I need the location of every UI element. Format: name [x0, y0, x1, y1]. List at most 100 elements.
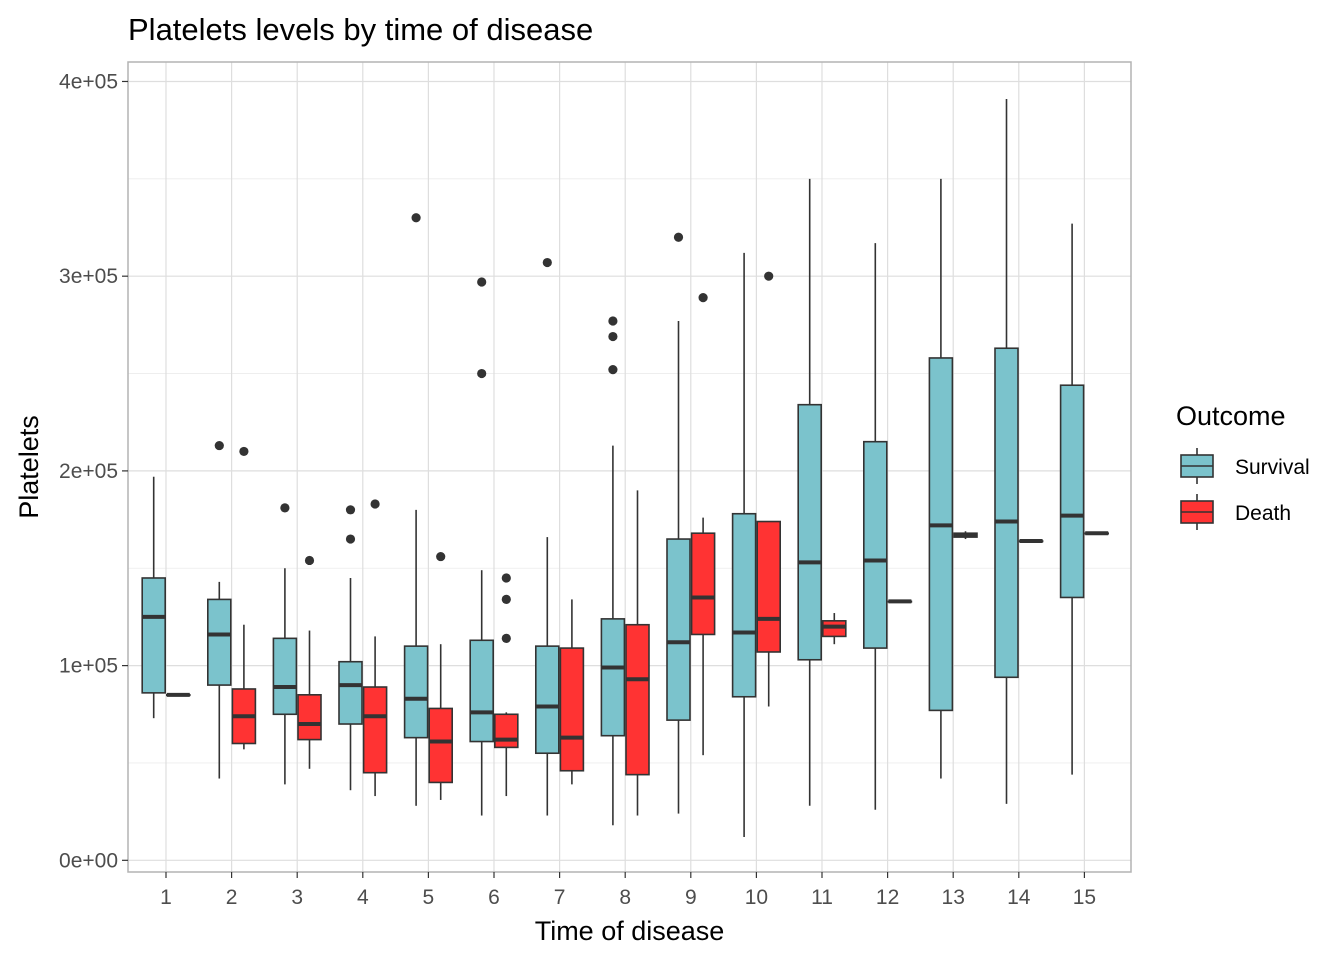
box-survival-9 — [666, 232, 691, 814]
x-axis-ticks: 1 2 3 4 5 6 7 8 9 10 11 12 13 14 15 — [160, 872, 1096, 909]
box-survival-12 — [862, 243, 888, 810]
box-survival-4 — [338, 505, 363, 791]
box-iqr — [297, 694, 322, 741]
box-survival-11 — [797, 178, 823, 806]
x-tick-label: 1 — [160, 886, 172, 909]
x-tick-label: 13 — [942, 886, 965, 909]
x-tick-label: 9 — [685, 886, 697, 909]
y-tick-label: 3e+05 — [59, 265, 118, 288]
x-tick-label: 4 — [357, 886, 369, 909]
box-death-5 — [428, 551, 454, 800]
box-death-14 — [1018, 538, 1044, 543]
outlier-point — [214, 440, 224, 451]
box-death-1 — [166, 692, 191, 697]
box-death-10 — [756, 271, 782, 707]
box-death-13 — [953, 531, 978, 540]
box-iqr — [625, 623, 650, 776]
legend-item-survival: Survival — [1180, 448, 1310, 484]
y-axis-ticks: 0e+00 1e+05 2e+05 3e+05 4e+05 — [59, 70, 128, 872]
box-iqr — [994, 347, 1019, 679]
box-iqr — [207, 598, 232, 686]
box-iqr — [928, 357, 954, 712]
box-survival-8 — [600, 316, 626, 826]
y-tick-label: 1e+05 — [59, 655, 118, 678]
x-tick-label: 11 — [811, 886, 833, 909]
box-iqr — [428, 707, 454, 784]
box-death-2 — [231, 446, 257, 750]
outlier-point — [436, 551, 446, 562]
box-death-15 — [1084, 531, 1109, 536]
box-survival-15 — [1059, 223, 1085, 775]
box-iqr — [338, 660, 363, 725]
x-tick-label: 15 — [1073, 886, 1096, 909]
y-tick-label: 4e+05 — [59, 70, 118, 93]
x-tick-label: 2 — [226, 886, 238, 909]
outlier-point — [673, 232, 684, 242]
box-survival-13 — [928, 178, 954, 779]
box-death-12 — [887, 599, 913, 604]
box-iqr — [559, 647, 585, 772]
x-axis-title: Time of disease — [535, 916, 725, 946]
outlier-point — [501, 594, 511, 605]
legend: Outcome Survival Death — [1176, 401, 1310, 530]
x-tick-label: 8 — [619, 886, 631, 909]
outlier-point — [239, 446, 249, 457]
box-survival-5 — [403, 213, 429, 806]
outlier-point — [345, 505, 356, 515]
chart-title: Platelets levels by time of disease — [128, 12, 593, 47]
box-iqr — [731, 512, 757, 698]
outlier-point — [501, 633, 511, 643]
x-tick-label: 10 — [745, 886, 768, 909]
outlier-point — [477, 277, 487, 287]
x-tick-label: 7 — [554, 886, 566, 909]
legend-label: Death — [1235, 502, 1291, 525]
plot-panel-border — [127, 61, 1132, 873]
outlier-point — [542, 257, 552, 268]
box-death-7 — [559, 599, 585, 785]
legend-label: Survival — [1235, 456, 1310, 479]
box-death-4 — [362, 499, 388, 797]
outlier-point — [280, 503, 290, 513]
box-death-9 — [690, 293, 716, 756]
outlier-point — [345, 534, 356, 544]
box-iqr — [141, 577, 166, 694]
box-series — [141, 98, 1109, 837]
box-death-6 — [493, 573, 519, 797]
box-survival-14 — [994, 98, 1019, 804]
box-iqr — [666, 538, 691, 721]
box-iqr — [690, 532, 716, 636]
outlier-point — [608, 365, 618, 375]
box-survival-2 — [207, 440, 232, 779]
box-iqr — [493, 713, 519, 749]
box-iqr — [862, 440, 888, 649]
x-tick-label: 3 — [291, 886, 303, 909]
x-tick-label: 5 — [423, 886, 435, 909]
box-survival-10 — [731, 252, 757, 837]
box-iqr — [272, 637, 298, 716]
outlier-point — [764, 271, 774, 281]
legend-title: Outcome — [1176, 401, 1286, 431]
outlier-point — [411, 213, 421, 223]
y-tick-label: 2e+05 — [59, 460, 118, 483]
outlier-point — [698, 293, 708, 303]
outlier-point — [477, 368, 487, 379]
box-death-3 — [297, 555, 322, 769]
box-iqr — [756, 520, 782, 653]
box-iqr — [469, 639, 495, 743]
x-tick-label: 14 — [1007, 886, 1031, 909]
box-iqr — [600, 618, 626, 737]
x-tick-label: 12 — [876, 886, 899, 909]
box-iqr — [534, 645, 560, 755]
y-tick-label: 0e+00 — [59, 849, 118, 872]
x-tick-label: 6 — [488, 886, 500, 909]
box-death-11 — [821, 613, 847, 645]
box-survival-7 — [534, 257, 560, 816]
box-survival-1 — [141, 476, 166, 719]
outlier-point — [608, 316, 618, 326]
y-axis-title: Platelets — [14, 415, 44, 519]
legend-item-death: Death — [1180, 494, 1291, 530]
box-survival-6 — [469, 277, 495, 816]
outlier-point — [608, 331, 618, 342]
box-survival-3 — [272, 503, 298, 785]
